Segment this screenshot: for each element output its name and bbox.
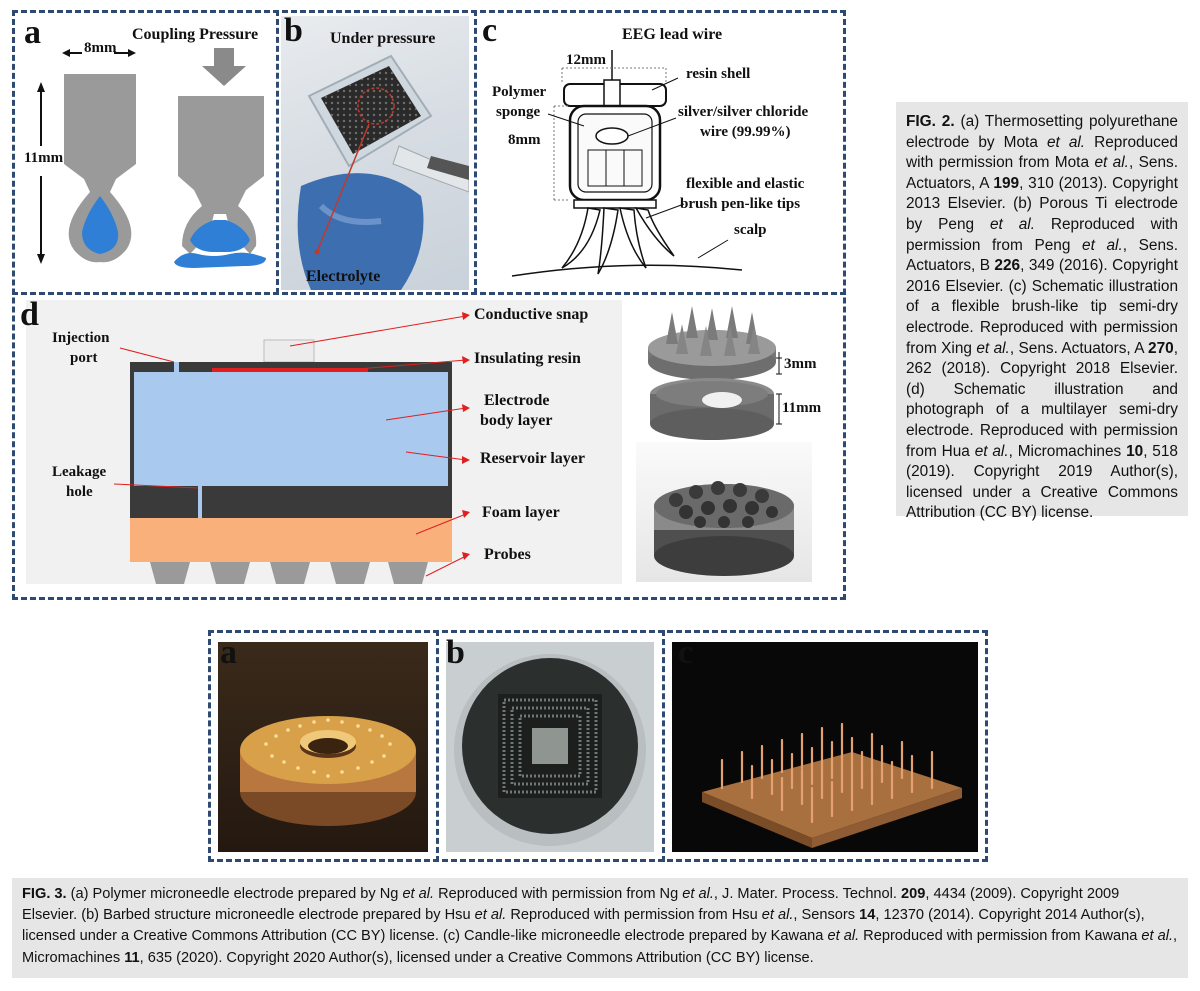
fig3-caption-text-1: (a) Polymer microneedle electrode prepar… bbox=[66, 886, 403, 902]
fig3-caption-vol-3: 11 bbox=[124, 949, 140, 966]
fig2-caption-vol-2: 226 bbox=[994, 257, 1021, 275]
polymer-sponge-label-1: Polymer bbox=[492, 84, 547, 100]
dim-11mm-label: 11mm bbox=[782, 400, 822, 416]
injection-port-label-1: Injection bbox=[52, 330, 110, 346]
fig2-caption-label: FIG. 2. bbox=[906, 113, 955, 130]
injection-port-label-2: port bbox=[70, 350, 98, 366]
fig3-caption-etal-3: et al. bbox=[474, 907, 507, 924]
panel-b-photo bbox=[281, 16, 469, 290]
electrode-body-label-1: Electrode bbox=[484, 392, 550, 409]
fig3-caption-text-17: , Micromachines bbox=[22, 928, 1178, 966]
fig2-caption-vol-4: 10 bbox=[1126, 442, 1144, 460]
fig2-caption-text-3: Reproduced with permission from Mota bbox=[906, 133, 1178, 172]
reservoir-layer-label: Reservoir layer bbox=[480, 450, 585, 467]
fig2-caption-etal-1: et al. bbox=[1046, 133, 1086, 151]
fig2-caption-text-5: , Sens. Actuators, A bbox=[906, 154, 1178, 192]
coupling-pressure-label: Coupling Pressure bbox=[132, 26, 259, 43]
eeg-lead-wire-label: EEG lead wire bbox=[622, 26, 723, 43]
panel-label-d: d bbox=[20, 296, 39, 333]
leakage-hole-label-1: Leakage bbox=[52, 464, 107, 480]
fig3-caption-text-5: , J. Mater. Process. Technol. bbox=[713, 886, 902, 902]
fig2-caption-vol-3: 270 bbox=[1148, 339, 1174, 357]
panel-c-brush-electrode-schematic bbox=[511, 50, 743, 277]
flexible-tips-label-1: flexible and elastic bbox=[686, 176, 805, 192]
fig3-panel-label-c: c bbox=[678, 634, 694, 671]
fig2-caption-text-15: , Sens. Actuators, A bbox=[1009, 339, 1149, 357]
fig2-caption-vol-1: 199 bbox=[993, 174, 1020, 192]
panel-label-c: c bbox=[482, 12, 498, 49]
fig3-panel-a-photo bbox=[218, 642, 428, 852]
fig3-panel-b-photo bbox=[446, 642, 654, 852]
panel-a-electrode-diagram bbox=[37, 48, 266, 268]
fig2-caption-etal-6: et al. bbox=[974, 442, 1009, 460]
fig2-caption-text-21: , 518 (2019). Copyright 2019 Author(s), … bbox=[906, 442, 1178, 522]
fig3-caption-label: FIG. 3. bbox=[22, 886, 67, 902]
fig3-caption-text-11: , Sensors bbox=[793, 907, 860, 924]
fig3-panel-c-photo bbox=[672, 642, 978, 852]
panel-d-3d-render bbox=[648, 306, 782, 440]
width-12mm-label: 12mm bbox=[566, 52, 606, 68]
panel-label-a: a bbox=[24, 14, 41, 51]
fig2-caption: FIG. 2. (a) Thermosetting polyurethane e… bbox=[896, 102, 1188, 521]
fig3-caption-etal-2: et al. bbox=[682, 886, 714, 902]
fig3-caption-vol-1: 209 bbox=[901, 886, 926, 902]
fig3-caption-text-9: Reproduced with permission from Hsu bbox=[506, 907, 762, 924]
fig3-caption-etal-1: et al. bbox=[402, 886, 435, 902]
silver-wire-label-1: silver/silver chloride bbox=[678, 104, 809, 120]
flexible-tips-label-2: brush pen-like tips bbox=[680, 196, 801, 212]
fig2-frame bbox=[12, 10, 846, 600]
width-label-8mm: 8mm bbox=[84, 40, 117, 56]
fig2-caption-text-7: , 310 (2013). Copyright 2013 Elsevier. (… bbox=[906, 174, 1179, 233]
fig3-caption-vol-2: 14 bbox=[859, 907, 876, 924]
fig3-caption: FIG. 3. (a) Polymer microneedle electrod… bbox=[12, 878, 1188, 978]
fig3-caption-text-13: , 12370 (2014). Copyright 2014 Author(s)… bbox=[22, 907, 1145, 945]
conductive-snap-label: Conductive snap bbox=[474, 306, 589, 323]
fig3-caption-text-15: Reproduced with permission from Kawana bbox=[859, 928, 1142, 945]
height-8mm-label: 8mm bbox=[508, 132, 541, 148]
insulating-resin-label: Insulating resin bbox=[474, 350, 581, 367]
fig2-caption-text-1: (a) Thermosetting polyurethane electrode… bbox=[906, 113, 1178, 151]
fig3-caption-text-19: , 635 (2020). Copyright 2020 Author(s), … bbox=[139, 949, 814, 966]
dim-3mm-label: 3mm bbox=[784, 356, 817, 372]
scalp-label: scalp bbox=[734, 222, 767, 238]
fig2-caption-etal-3: et al. bbox=[989, 215, 1035, 233]
fig2-divider-top-bottom bbox=[12, 292, 846, 295]
fig3-caption-text-3: Reproduced with permission from Ng bbox=[434, 886, 683, 902]
fig3-divider-bc bbox=[662, 630, 665, 862]
panel-d-photo bbox=[636, 442, 812, 582]
probes-label: Probes bbox=[484, 546, 531, 563]
panel-d-multilayer-schematic bbox=[113, 312, 470, 584]
fig3-panel-label-b: b bbox=[446, 634, 465, 671]
fig2-divider-ab bbox=[276, 10, 279, 294]
resin-shell-label: resin shell bbox=[686, 66, 751, 82]
fig2-caption-etal-5: et al. bbox=[976, 339, 1010, 357]
polymer-sponge-label-2: sponge bbox=[496, 104, 541, 120]
under-pressure-label: Under pressure bbox=[330, 30, 436, 47]
fig2-caption-etal-4: et al. bbox=[1082, 236, 1123, 254]
fig2-caption-etal-2: et al. bbox=[1094, 154, 1129, 172]
fig3-caption-etal-5: et al. bbox=[827, 928, 860, 945]
fig2-caption-text-19: , Micromachines bbox=[1008, 442, 1127, 460]
fig2-caption-text-13: , 349 (2016). Copyright 2016 Elsevier. (… bbox=[906, 257, 1178, 357]
fig3-panel-label-a: a bbox=[220, 634, 237, 671]
fig2-divider-bc bbox=[474, 10, 477, 294]
fig2-caption-text-9: Reproduced with permission from Peng bbox=[906, 215, 1178, 254]
fig3-caption-etal-6: et al. bbox=[1141, 928, 1174, 945]
leakage-hole-label-2: hole bbox=[66, 484, 93, 500]
electrode-body-label-2: body layer bbox=[480, 412, 553, 429]
fig3-divider-ab bbox=[436, 630, 439, 862]
height-label-11mm: 11mm bbox=[24, 150, 64, 166]
silver-wire-label-2: wire (99.99%) bbox=[700, 124, 791, 140]
electrolyte-label: Electrolyte bbox=[306, 268, 381, 285]
fig3-caption-etal-4: et al. bbox=[761, 907, 794, 924]
panel-label-b: b bbox=[284, 12, 303, 49]
fig2-caption-text-11: , Sens. Actuators, B bbox=[906, 236, 1178, 275]
fig2-caption-text-17: , 262 (2018). Copyright 2018 Elsevier. (… bbox=[906, 339, 1178, 460]
foam-layer-label: Foam layer bbox=[482, 504, 560, 521]
fig3-frame bbox=[208, 630, 988, 862]
fig3-caption-text-7: , 4434 (2009). Copyright 2009 Elsevier. … bbox=[22, 886, 1120, 924]
